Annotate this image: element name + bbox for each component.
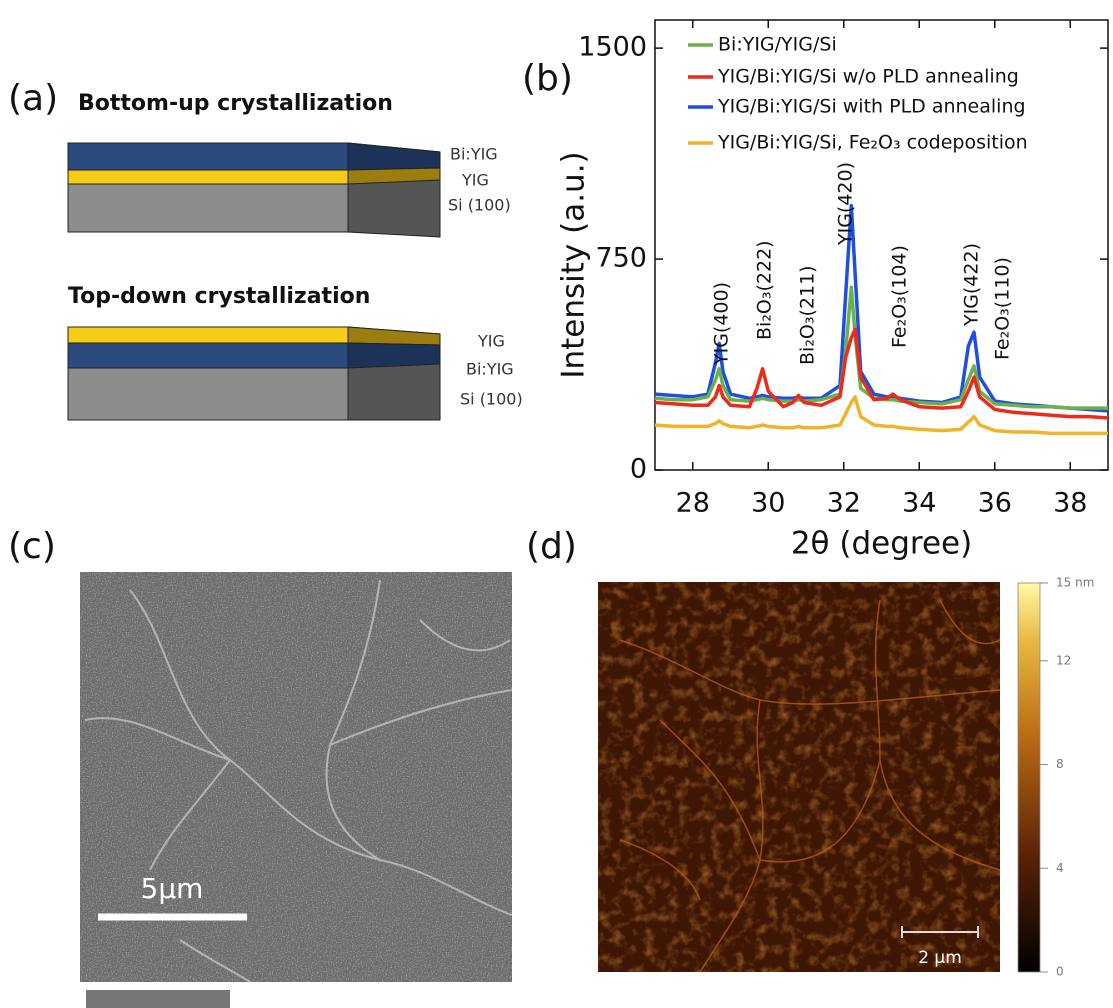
scale-bar-label: 5μm: [141, 872, 204, 905]
bi-yig-layer: [68, 343, 348, 368]
x-axis-label: 2θ (degree): [791, 526, 972, 562]
bi-yig-layer: [68, 143, 348, 170]
legend-label: Bi:YIG/YIG/Si: [718, 34, 837, 56]
colorbar-axis: 0 4 8 12 15 nm: [1040, 576, 1094, 979]
peak-label: YIG(400): [711, 282, 733, 366]
layer-label: Bi:YIG: [450, 145, 498, 164]
panel-label: (d): [526, 526, 577, 567]
peak-label: YIG(420): [835, 162, 857, 246]
panel-label: (a): [8, 78, 58, 119]
sem-image: 5μm: [80, 572, 512, 982]
peak-label: YIG(422): [961, 243, 983, 327]
colorbar: [1018, 583, 1040, 972]
layer-stack: [68, 143, 440, 237]
colorbar-tick-label: 15 nm: [1056, 576, 1094, 590]
layer-label: YIG: [461, 171, 489, 190]
layer-label: YIG: [477, 332, 505, 351]
peak-label: Bi₂O₃(211): [797, 265, 819, 365]
x-tick-label: 38: [1053, 488, 1087, 519]
side-face: [348, 143, 440, 170]
layer-label: Si (100): [460, 390, 523, 409]
afm-image: 2 μm: [598, 582, 1000, 972]
y-tick-label: 750: [595, 243, 647, 274]
y-tick-label: 0: [630, 454, 647, 485]
side-face: [348, 343, 440, 368]
figure: (a) (b) (c) (d) Bottom-up crystallizatio…: [0, 0, 1113, 1008]
panel-label: (c): [8, 526, 56, 567]
colorbar-tick-label: 4: [1056, 861, 1064, 875]
x-tick-label: 36: [978, 488, 1012, 519]
scale-bar-label: 2 μm: [918, 948, 962, 968]
si-layer: [68, 184, 348, 232]
xrd-chart: 28 30 32 34 36 38 0 750 1500 2θ (degree) Intensity…: [556, 20, 1109, 562]
layer-label: Bi:YIG: [466, 360, 514, 379]
x-tick-label: 32: [827, 488, 861, 519]
x-tick-label: 28: [676, 488, 710, 519]
legend-label: YIG/Bi:YIG/Si, Fe₂O₃ codeposition: [717, 132, 1028, 154]
y-axis-label: Intensity (a.u.): [556, 151, 592, 378]
si-layer: [68, 368, 348, 420]
legend-label: YIG/Bi:YIG/Si w/o PLD annealing: [717, 66, 1019, 88]
diagram-title: Bottom-up crystallization: [78, 91, 393, 116]
layer-label: Si (100): [448, 196, 511, 215]
plot-frame: [655, 20, 1108, 470]
x-tick-label: 34: [902, 488, 936, 519]
yig-layer: [68, 170, 348, 184]
colorbar-tick-label: 8: [1056, 757, 1064, 771]
side-face: [348, 327, 440, 345]
peak-label: Fe₂O₃(104): [889, 245, 911, 348]
afm-texture: [598, 582, 1000, 972]
peak-label: Fe₂O₃(110): [992, 257, 1014, 360]
yig-layer: [68, 327, 348, 343]
colorbar-tick-label: 12: [1056, 653, 1071, 667]
peak-label: Bi₂O₃(222): [754, 240, 776, 340]
diagram-title: Top-down crystallization: [68, 284, 370, 309]
panel-label: (b): [522, 58, 573, 99]
x-tick-label: 30: [751, 488, 785, 519]
legend-label: YIG/Bi:YIG/Si with PLD annealing: [717, 96, 1026, 118]
gray-tab: [86, 990, 230, 1008]
layer-stack: [68, 327, 440, 420]
colorbar-tick-label: 0: [1056, 965, 1064, 979]
y-tick-label: 1500: [578, 32, 647, 63]
